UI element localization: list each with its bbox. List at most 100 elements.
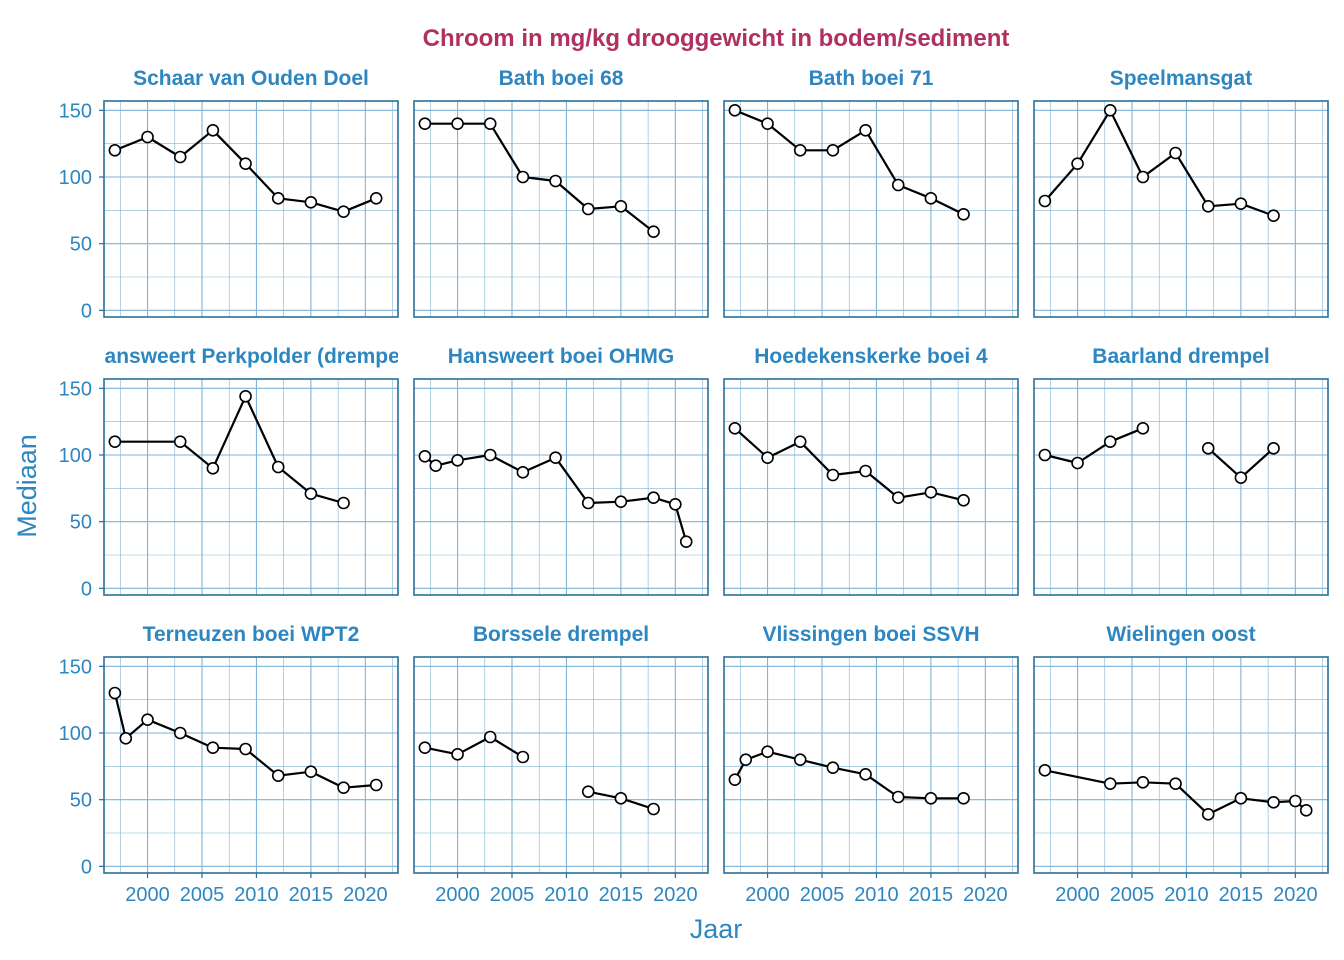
data-point: [304, 487, 318, 500]
panel-grid: [724, 101, 1018, 317]
data-point: [1234, 792, 1248, 805]
data-point: [924, 792, 938, 805]
panel-grid: [104, 379, 398, 595]
panel-grid: [1034, 379, 1328, 595]
y-tick-label: 100: [59, 167, 92, 189]
facet-panel: Baarland drempel: [1033, 345, 1329, 596]
x-tick-label: 2000: [125, 884, 170, 906]
panel-frame: [413, 656, 709, 874]
x-tick-label: 2000: [1055, 884, 1100, 906]
data-point: [859, 124, 872, 137]
data-point: [108, 686, 122, 700]
data-point: [793, 144, 807, 157]
x-tick-label: 2010: [234, 884, 279, 906]
panel-frame: [413, 100, 709, 318]
data-point: [859, 464, 872, 478]
panel-grid: [104, 657, 398, 873]
x-tick-label: 2015: [289, 884, 334, 906]
data-point: [891, 790, 905, 804]
data-point: [1038, 448, 1052, 462]
facet-panel: Bath boei 68: [413, 67, 709, 318]
panel-frame: [723, 656, 1019, 874]
data-point: [483, 117, 497, 130]
x-tick-label: 2010: [544, 884, 589, 906]
facet-panel: Schaar van Ouden Doel 0 50 100 150: [59, 67, 399, 322]
data-point: [647, 802, 660, 816]
data-point: [1267, 209, 1280, 222]
data-point: [1136, 776, 1150, 789]
data-point: [1038, 194, 1052, 208]
facet-panels: Schaar van Ouden Doel 0 50 100 150 Bath boei …: [59, 67, 1329, 906]
data-point: [761, 451, 774, 464]
data-point: [581, 785, 595, 798]
data-point: [549, 451, 562, 464]
data-point: [739, 753, 753, 766]
data-point: [1201, 442, 1215, 455]
data-point: [1169, 146, 1182, 160]
x-tick-label: 2005: [490, 884, 535, 906]
facet-panel: Terneuzen boei WPT2 0 50 100 150 2000 2005 2010…: [59, 623, 399, 906]
facet-panel: Borssele drempel 2000 2005 2010 2015 2020: [413, 623, 709, 906]
facet-panel: Wielingen oost 2000 2005 2010 2015 2020: [1033, 623, 1329, 906]
data-point: [1201, 808, 1215, 821]
data-point: [549, 174, 562, 188]
x-tick-label: 2000: [435, 884, 480, 906]
data-point: [337, 496, 350, 510]
data-point: [173, 435, 187, 448]
facet-strip-label: Bath boei 71: [809, 67, 934, 90]
panel-grid: [414, 101, 708, 317]
x-tick-label: 2020: [963, 884, 1008, 906]
data-point: [1103, 777, 1117, 790]
data-point: [859, 768, 872, 781]
data-point: [1071, 157, 1084, 170]
y-tick-label: 0: [81, 856, 92, 878]
data-point: [173, 150, 187, 164]
data-point: [206, 462, 220, 475]
data-point: [1136, 422, 1150, 435]
x-tick-label: 2015: [1219, 884, 1264, 906]
panel-frame: [1033, 378, 1329, 596]
x-axis-title: Jaar: [690, 914, 743, 944]
data-point: [957, 494, 970, 507]
data-point: [369, 778, 383, 792]
x-tick-label: 2020: [343, 884, 388, 906]
data-point: [891, 491, 905, 504]
data-point: [793, 435, 807, 448]
y-tick-label: 100: [59, 445, 92, 467]
data-point: [483, 448, 497, 462]
panel-frame: [723, 100, 1019, 318]
data-point: [1103, 435, 1117, 448]
y-tick-label: 150: [59, 378, 92, 400]
x-tick-label: 2005: [800, 884, 845, 906]
data-point: [173, 726, 187, 740]
x-tick-label: 2020: [653, 884, 698, 906]
data-point: [271, 192, 285, 205]
data-point: [516, 750, 530, 764]
data-point: [304, 196, 318, 209]
data-point: [1136, 170, 1150, 184]
data-point: [669, 498, 682, 511]
facet-strip-label: Borssele drempel: [473, 623, 649, 646]
panel-frame: [1033, 100, 1329, 318]
panel-grid: [414, 657, 708, 873]
data-point: [647, 491, 660, 504]
data-point: [826, 761, 840, 774]
facet-panel: Hansweert Perkpolder (drempel) 0 50 100 150: [59, 345, 399, 600]
data-point: [1169, 777, 1182, 790]
data-point: [679, 535, 693, 548]
data-point: [924, 192, 938, 205]
panel-grid: [1034, 657, 1328, 873]
data-point: [1201, 200, 1215, 213]
data-point: [418, 450, 432, 463]
data-point: [337, 205, 350, 218]
data-point: [1234, 197, 1248, 210]
facet-strip-label: Hoedekenskerke boei 4: [754, 345, 988, 368]
x-tick-label: 2015: [909, 884, 954, 906]
panel-frame: [103, 656, 399, 874]
y-tick-label: 150: [59, 100, 92, 122]
data-point: [271, 460, 285, 474]
y-tick-label: 100: [59, 723, 92, 745]
series-line: [114, 129, 377, 213]
data-point: [451, 117, 464, 130]
